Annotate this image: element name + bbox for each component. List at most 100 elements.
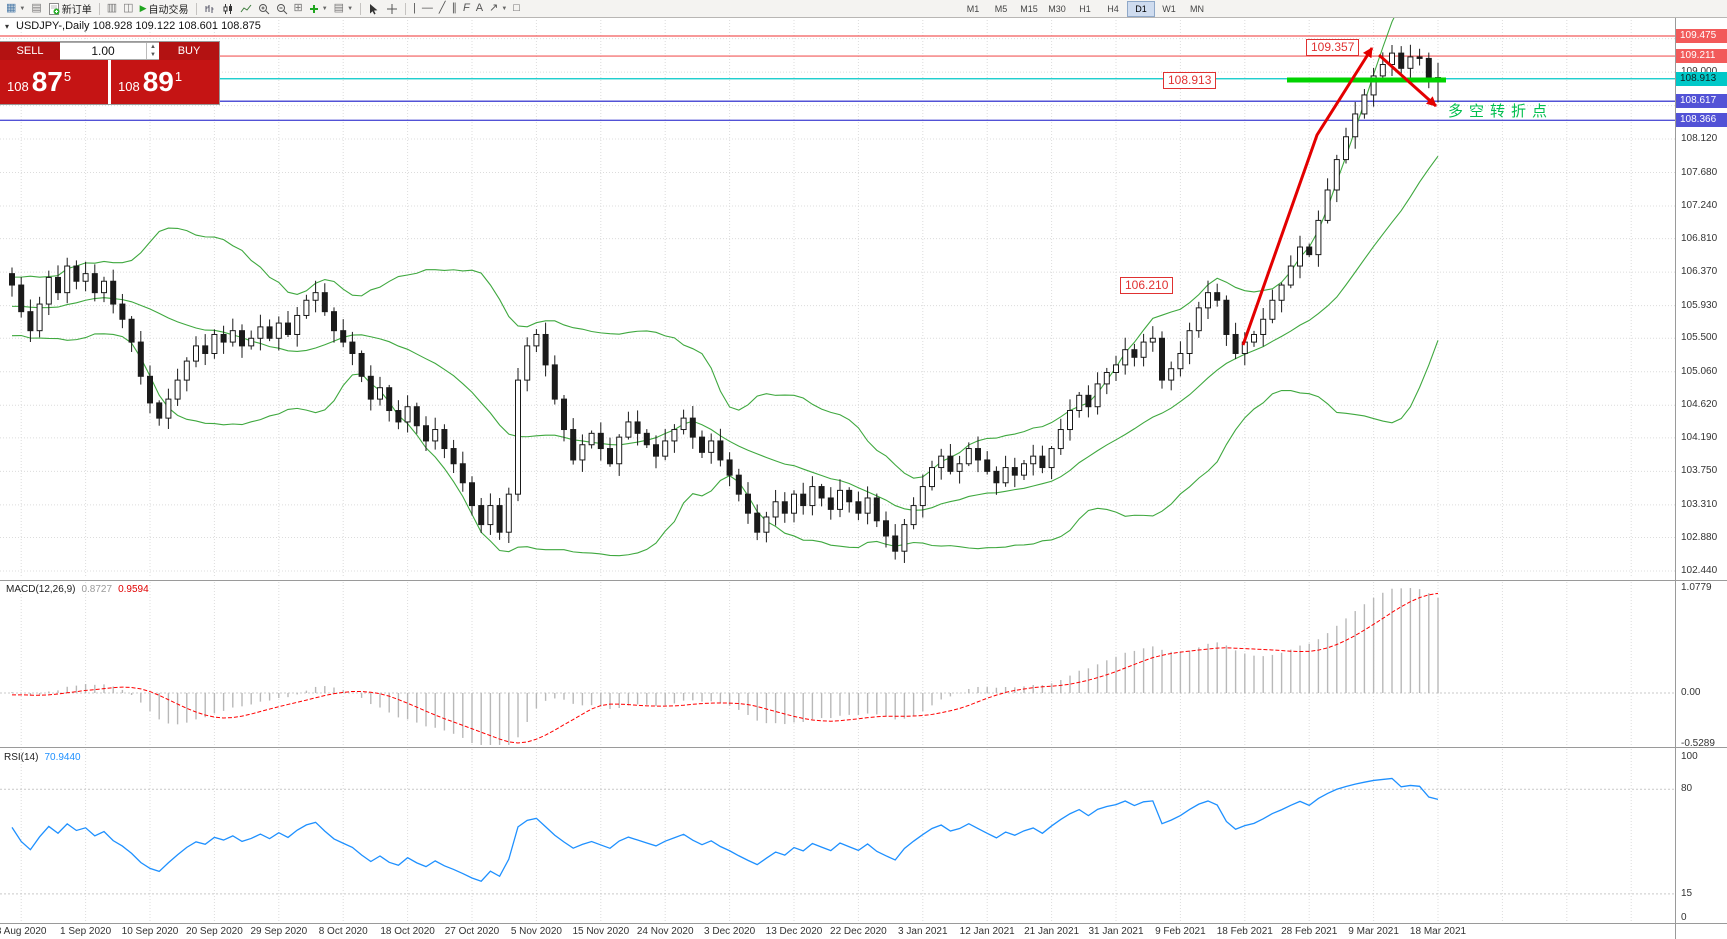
new-order-label: 新订单 bbox=[61, 5, 92, 16]
price-tick-label: 108.120 bbox=[1681, 133, 1718, 145]
chevron-down-icon: ▼ bbox=[501, 5, 508, 12]
vertical-line-tool[interactable]: | bbox=[410, 1, 419, 16]
rsi-level-high-label: 80 bbox=[1681, 783, 1693, 795]
timeframe-h4-button[interactable]: H4 bbox=[1107, 4, 1119, 14]
timeframe-m30-button[interactable]: M30 bbox=[1048, 4, 1066, 14]
price-tick-label: 106.810 bbox=[1681, 232, 1718, 244]
buy-button[interactable]: BUY bbox=[159, 42, 219, 60]
volume-field[interactable]: 1.00 ▲ ▼ bbox=[60, 42, 159, 60]
new-order-button[interactable]: 新订单 bbox=[45, 1, 95, 16]
timeframe-toolbar: M1 M5 M15 M30 H1 H4 D1 W1 MN bbox=[959, 1, 1211, 17]
macd-panel-separator[interactable] bbox=[0, 580, 1727, 581]
price-tick-label: 102.880 bbox=[1681, 531, 1718, 543]
timeframe-d1-button[interactable]: D1 bbox=[1127, 1, 1155, 17]
toolbar-separator bbox=[360, 2, 362, 15]
price-tick-label: 102.440 bbox=[1681, 564, 1718, 576]
cursor-tool-button[interactable] bbox=[365, 1, 383, 16]
timeframe-m1-button[interactable]: M1 bbox=[966, 4, 980, 14]
timeframe-h1-button[interactable]: H1 bbox=[1079, 4, 1091, 14]
buy-price-handle: 108 bbox=[118, 78, 140, 94]
fibonacci-tool[interactable]: F bbox=[460, 1, 473, 16]
timeframe-w1-button[interactable]: W1 bbox=[1162, 4, 1176, 14]
date-label: 3 Jan 2021 bbox=[898, 926, 948, 937]
trade-panel-prices: 108 87 5 108 89 1 bbox=[0, 60, 219, 104]
text-tool[interactable]: A bbox=[473, 1, 486, 16]
one-click-trading-panel: SELL 1.00 ▲ ▼ BUY 108 87 5 108 89 1 bbox=[0, 42, 219, 104]
trend-arrow-up[interactable] bbox=[1241, 47, 1374, 346]
trendline-tool[interactable]: ╱ bbox=[436, 1, 449, 16]
channel-tool[interactable]: ∥ bbox=[449, 1, 461, 16]
volume-value: 1.00 bbox=[91, 44, 115, 58]
templates-button[interactable]: ▤ ▼ bbox=[331, 1, 356, 16]
date-label: 3 Aug 2020 bbox=[0, 926, 47, 937]
volume-down-icon[interactable]: ▼ bbox=[150, 52, 156, 58]
sell-button[interactable]: SELL bbox=[0, 42, 60, 60]
rsi-panel-separator[interactable] bbox=[0, 747, 1727, 748]
autotrading-button[interactable]: ▶ 自动交易 bbox=[137, 1, 192, 16]
sell-price-button[interactable]: 108 87 5 bbox=[0, 60, 108, 104]
buy-price-button[interactable]: 108 89 1 bbox=[111, 60, 219, 104]
crosshair-tool-button[interactable] bbox=[383, 1, 401, 16]
level-price-box[interactable]: 108.617 bbox=[1676, 94, 1727, 109]
price-flag-pivot[interactable]: 108.913 bbox=[1163, 72, 1217, 89]
tile-windows-button[interactable]: ⊞ bbox=[291, 1, 306, 16]
trend-arrow-down[interactable] bbox=[1377, 53, 1438, 108]
fibonacci-icon: F bbox=[463, 2, 470, 14]
timeframe-m15-button[interactable]: M15 bbox=[1020, 4, 1038, 14]
volume-up-icon[interactable]: ▲ bbox=[150, 44, 156, 50]
navigator-icon: ◫ bbox=[123, 2, 134, 14]
level-price-box[interactable]: 109.211 bbox=[1676, 49, 1727, 64]
macd-scale-bottom: -0.5289 bbox=[1681, 738, 1715, 749]
timeframe-mn-button[interactable]: MN bbox=[1190, 4, 1204, 14]
rsi-line bbox=[11, 777, 1439, 883]
timeframe-m5-button[interactable]: M5 bbox=[994, 4, 1008, 14]
candlestick-mode-button[interactable] bbox=[219, 1, 237, 16]
bar-chart-mode-button[interactable] bbox=[201, 1, 219, 16]
line-chart-icon bbox=[240, 4, 251, 12]
date-label: 9 Mar 2021 bbox=[1348, 926, 1399, 937]
macd-histogram bbox=[11, 588, 1439, 745]
shapes-tool[interactable]: □ bbox=[510, 1, 523, 16]
indicators-button[interactable]: ▼ bbox=[306, 1, 331, 16]
indicators-plus-icon bbox=[309, 4, 318, 13]
zoom-in-button[interactable] bbox=[255, 1, 273, 16]
date-label: 15 Nov 2020 bbox=[572, 926, 630, 937]
new-chart-icon: ▦ bbox=[6, 2, 17, 14]
candles bbox=[9, 44, 1441, 563]
price-flag-base[interactable]: 106.210 bbox=[1120, 277, 1174, 294]
horizontal-line-tool[interactable]: — bbox=[419, 1, 436, 16]
level-price-box[interactable]: 108.913 bbox=[1676, 71, 1727, 86]
line-chart-mode-button[interactable] bbox=[237, 1, 255, 16]
zoom-out-icon bbox=[276, 3, 287, 14]
macd-signal-line bbox=[11, 592, 1439, 744]
date-axis-separator bbox=[0, 923, 1727, 924]
date-label: 18 Feb 2021 bbox=[1216, 926, 1273, 937]
date-label: 12 Jan 2021 bbox=[959, 926, 1015, 937]
zoom-out-button[interactable] bbox=[273, 1, 291, 16]
date-label: 20 Sep 2020 bbox=[186, 926, 243, 937]
sell-price-pips: 87 bbox=[31, 66, 63, 97]
macd-name: MACD(12,26,9) bbox=[6, 584, 76, 595]
macd-main-value: 0.8727 bbox=[81, 584, 113, 595]
rsi-scale-100: 100 bbox=[1681, 751, 1698, 762]
market-watch-button[interactable]: ▥ bbox=[104, 1, 120, 16]
date-label: 18 Oct 2020 bbox=[380, 926, 435, 937]
arrows-tool[interactable]: ↗ ▼ bbox=[486, 1, 510, 16]
volume-spinner: ▲ ▼ bbox=[146, 43, 159, 59]
date-label: 29 Sep 2020 bbox=[250, 926, 308, 937]
date-label: 27 Oct 2020 bbox=[444, 926, 500, 937]
chart-ohlc-title: USDJPY-,Daily 108.928 109.122 108.601 10… bbox=[16, 20, 261, 32]
price-tick-label: 105.930 bbox=[1681, 299, 1718, 311]
new-chart-button[interactable]: ▦ ▼ bbox=[3, 1, 28, 16]
price-tick-label: 106.370 bbox=[1681, 266, 1718, 278]
price-flag-peak[interactable]: 109.357 bbox=[1306, 39, 1360, 56]
level-price-box[interactable]: 109.475 bbox=[1676, 29, 1727, 43]
profiles-button[interactable]: ▤ bbox=[28, 1, 44, 16]
one-click-toggle-icon[interactable]: ▾ bbox=[5, 22, 10, 31]
navigator-button[interactable]: ◫ bbox=[120, 1, 136, 16]
crosshair-icon bbox=[387, 3, 398, 14]
level-price-box[interactable]: 108.366 bbox=[1676, 113, 1727, 128]
rsi-scale-0: 0 bbox=[1681, 912, 1687, 923]
price-tick-label: 107.680 bbox=[1681, 166, 1718, 178]
